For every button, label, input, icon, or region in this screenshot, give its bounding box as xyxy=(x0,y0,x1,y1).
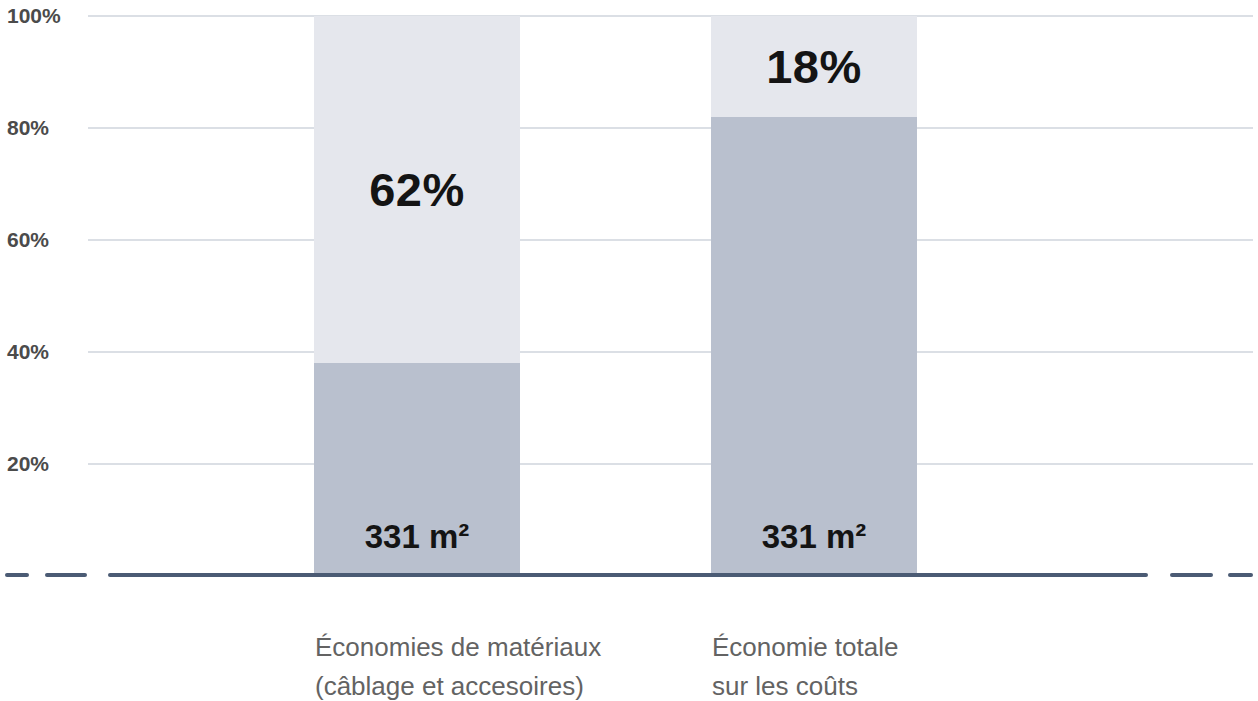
bar-segment-base: 331 m² xyxy=(314,363,520,575)
baseline-dash xyxy=(5,573,29,577)
y-axis-tick-label: 80% xyxy=(7,116,81,140)
segment-area-label: 331 m² xyxy=(711,518,917,556)
y-axis-tick-label: 20% xyxy=(7,452,81,476)
y-axis-tick-label: 100% xyxy=(7,4,81,28)
gridline-100 xyxy=(88,15,1253,17)
gridline-60 xyxy=(88,239,1253,241)
y-axis-tick-label: 40% xyxy=(7,340,81,364)
category-label-economie-totale: Économie totale sur les coûts xyxy=(712,628,898,701)
gridline-40 xyxy=(88,351,1253,353)
gridline-80 xyxy=(88,127,1253,129)
baseline-dash xyxy=(1170,573,1213,577)
category-label-line: Économie totale xyxy=(712,628,898,667)
bar-segment-base: 331 m² xyxy=(711,117,917,575)
stacked-bar-chart: 100% 80% 60% 40% 20% 62% 331 m² 18% 331 … xyxy=(0,0,1258,701)
bar-economies-materiaux: 62% 331 m² xyxy=(314,16,520,575)
segment-percent-label: 62% xyxy=(369,162,465,217)
category-label-line: Économies de matériaux xyxy=(315,628,601,667)
category-label-economies-materiaux: Économies de matériaux (câblage et acces… xyxy=(315,628,601,701)
y-axis-tick-label: 60% xyxy=(7,228,81,252)
bar-segment-savings: 18% xyxy=(711,16,917,117)
baseline-dash xyxy=(45,573,87,577)
segment-percent-label: 18% xyxy=(766,39,862,94)
category-label-line: (câblage et accesoires) xyxy=(315,667,601,701)
bar-economie-totale: 18% 331 m² xyxy=(711,16,917,575)
bar-segment-savings: 62% xyxy=(314,16,520,363)
category-label-line: sur les coûts xyxy=(712,667,898,701)
segment-area-label: 331 m² xyxy=(314,518,520,556)
baseline-dash xyxy=(1228,573,1253,577)
baseline-axis xyxy=(108,573,1148,577)
gridline-20 xyxy=(88,463,1253,465)
